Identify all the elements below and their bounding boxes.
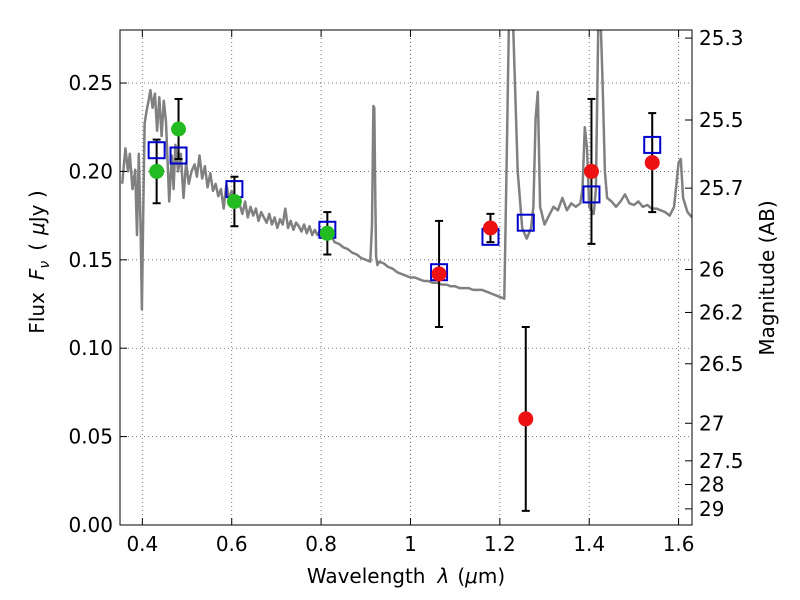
y-axis-title-subscript: ν	[37, 261, 53, 269]
y-axis-title-unit-open: (	[25, 243, 49, 251]
x-axis-title-unit-symbol: μ	[464, 564, 478, 588]
y2-tick-label: 25.7	[699, 176, 744, 200]
x-axis-title-unit-open: (	[457, 564, 465, 588]
x-tick-label: 0.4	[126, 532, 158, 556]
x-axis-title-text: Wavelength	[307, 564, 426, 588]
nir-point	[518, 411, 533, 426]
y-tick-label: 0.25	[68, 71, 113, 95]
y2-tick-label: 26.5	[699, 352, 744, 376]
y-axis-title-unit-symbol: μ	[25, 222, 49, 236]
x-tick-label: 0.8	[305, 532, 337, 556]
optical-point	[227, 194, 242, 209]
y-tick-label: 0.15	[68, 248, 113, 272]
x-tick-label: 0.6	[216, 532, 248, 556]
y-tick-label: 0.05	[68, 425, 113, 449]
x-tick-label: 1	[404, 532, 417, 556]
optical-point	[149, 164, 164, 179]
y2-axis-title: Magnitude (AB)	[755, 200, 779, 355]
y2-tick-label: 27	[699, 411, 724, 435]
y2-tick-label: 25.5	[699, 108, 744, 132]
nir-point	[645, 155, 660, 170]
x-tick-label: 1.6	[663, 532, 695, 556]
x-tick-label: 1.2	[484, 532, 516, 556]
y-axis-title-text: Flux	[25, 292, 49, 334]
y-tick-label: 0.10	[68, 336, 113, 360]
optical-point	[171, 122, 186, 137]
y-axis-title-unit-rest: Jy )	[25, 190, 49, 224]
y-tick-label: 0.20	[68, 159, 113, 183]
x-axis-title-symbol: λ	[436, 564, 449, 588]
y2-tick-label: 26	[699, 257, 724, 281]
y2-tick-label: 26.2	[699, 300, 744, 324]
x-tick-label: 1.4	[573, 532, 605, 556]
y-tick-label: 0.00	[68, 513, 113, 537]
sed-chart: 0.4 0.6 0.8 1 1.2 1.4 1.6 0.00 0.05 0.10 0.15 0.20 0…	[0, 0, 800, 600]
y-axis-title-symbol: F	[25, 268, 49, 280]
nir-point	[432, 266, 447, 281]
nir-point	[483, 221, 498, 236]
x-axis-title: Wavelength λ (μm)	[307, 564, 505, 588]
y2-tick-label: 28	[699, 473, 724, 497]
y2-tick-label: 25.3	[699, 26, 744, 50]
optical-point	[320, 226, 335, 241]
nir-point	[584, 164, 599, 179]
y2-tick-label: 29	[699, 497, 724, 521]
y2-tick-label: 27.5	[699, 449, 744, 473]
x-axis-title-unit-rest: m)	[478, 564, 505, 588]
